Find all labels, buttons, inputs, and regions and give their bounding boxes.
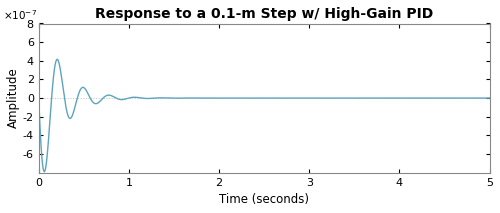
Y-axis label: Amplitude: Amplitude — [7, 68, 20, 128]
Title: Response to a 0.1-m Step w/ High-Gain PID: Response to a 0.1-m Step w/ High-Gain PI… — [95, 7, 434, 21]
X-axis label: Time (seconds): Time (seconds) — [219, 193, 309, 206]
Text: $\times10^{-7}$: $\times10^{-7}$ — [2, 8, 36, 22]
